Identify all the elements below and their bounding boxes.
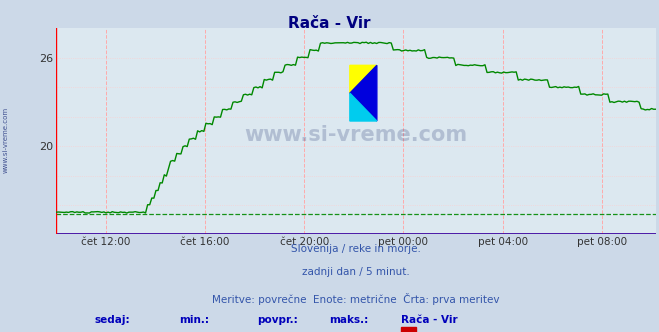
Polygon shape	[350, 93, 377, 121]
Polygon shape	[350, 65, 377, 121]
Text: maks.:: maks.:	[329, 315, 368, 325]
Text: min.:: min.:	[179, 315, 209, 325]
Text: www.si-vreme.com: www.si-vreme.com	[2, 106, 9, 173]
Text: Slovenija / reke in morje.: Slovenija / reke in morje.	[291, 244, 421, 254]
Text: Meritve: povrečne  Enote: metrične  Črta: prva meritev: Meritve: povrečne Enote: metrične Črta: …	[212, 293, 500, 305]
Polygon shape	[350, 65, 377, 93]
Text: zadnji dan / 5 minut.: zadnji dan / 5 minut.	[302, 267, 410, 278]
Text: Rača - Vir: Rača - Vir	[401, 315, 457, 325]
Text: sedaj:: sedaj:	[95, 315, 130, 325]
Text: www.si-vreme.com: www.si-vreme.com	[244, 125, 467, 145]
Bar	[401, 327, 416, 332]
Text: povpr.:: povpr.:	[257, 315, 298, 325]
Text: Rača - Vir: Rača - Vir	[288, 16, 371, 31]
